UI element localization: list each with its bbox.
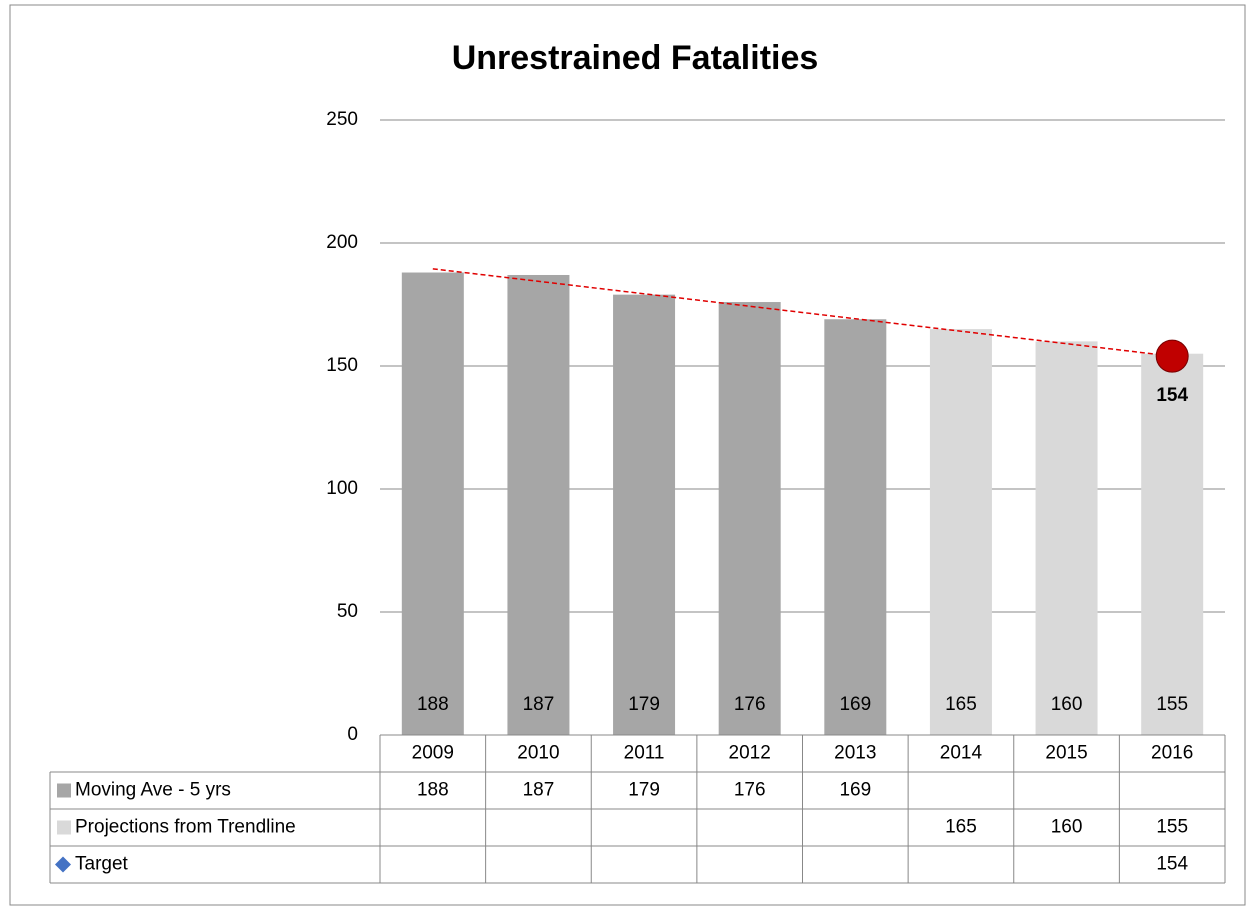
x-tick-label: 2015 [1045, 743, 1087, 764]
legend-label: Target [75, 854, 129, 875]
legend-key [57, 820, 71, 835]
data-label: 154 [1156, 385, 1188, 406]
x-tick-label: 2014 [940, 743, 983, 764]
y-tick-label: 100 [326, 478, 358, 499]
table-cell: 165 [945, 817, 977, 838]
x-tick-label: 2012 [729, 743, 771, 764]
bar [507, 274, 570, 735]
data-label: 179 [628, 694, 660, 715]
legend-label: Moving Ave - 5 yrs [75, 780, 231, 801]
data-label: 176 [734, 694, 766, 715]
y-tick-label: 50 [337, 601, 358, 622]
table-cell: 188 [417, 780, 449, 801]
bar [718, 302, 781, 735]
y-tick-label: 0 [347, 724, 358, 745]
bar [824, 319, 887, 735]
bar [1141, 353, 1204, 735]
bar [401, 272, 464, 735]
chart-title: Unrestrained Fatalities [452, 39, 819, 77]
data-label: 188 [417, 694, 449, 715]
legend-label: Projections from Trendline [75, 817, 296, 838]
target-marker [1155, 339, 1189, 373]
data-label: 155 [1156, 694, 1188, 715]
data-label: 187 [523, 694, 555, 715]
x-tick-label: 2010 [517, 743, 559, 764]
data-label: 160 [1051, 694, 1083, 715]
bar [613, 294, 676, 735]
x-tick-label: 2016 [1151, 743, 1193, 764]
trendline [432, 268, 1173, 357]
x-tick-label: 2011 [624, 743, 665, 764]
x-tick-label: 2013 [834, 743, 876, 764]
data-label: 169 [839, 694, 871, 715]
bar [1035, 341, 1098, 735]
table-cell: 176 [734, 780, 766, 801]
legend-key [57, 783, 71, 798]
y-tick-label: 250 [326, 109, 358, 130]
legend-key [55, 856, 71, 873]
table-cell: 160 [1051, 817, 1083, 838]
table-cell: 179 [628, 780, 660, 801]
table-cell: 187 [523, 780, 555, 801]
bar [929, 329, 992, 735]
y-tick-label: 200 [326, 232, 358, 253]
x-tick-label: 2009 [412, 743, 454, 764]
data-label: 165 [945, 694, 977, 715]
table-cell: 169 [839, 780, 871, 801]
table-cell: 155 [1156, 817, 1188, 838]
y-tick-label: 150 [326, 355, 358, 376]
table-cell: 154 [1156, 854, 1188, 875]
